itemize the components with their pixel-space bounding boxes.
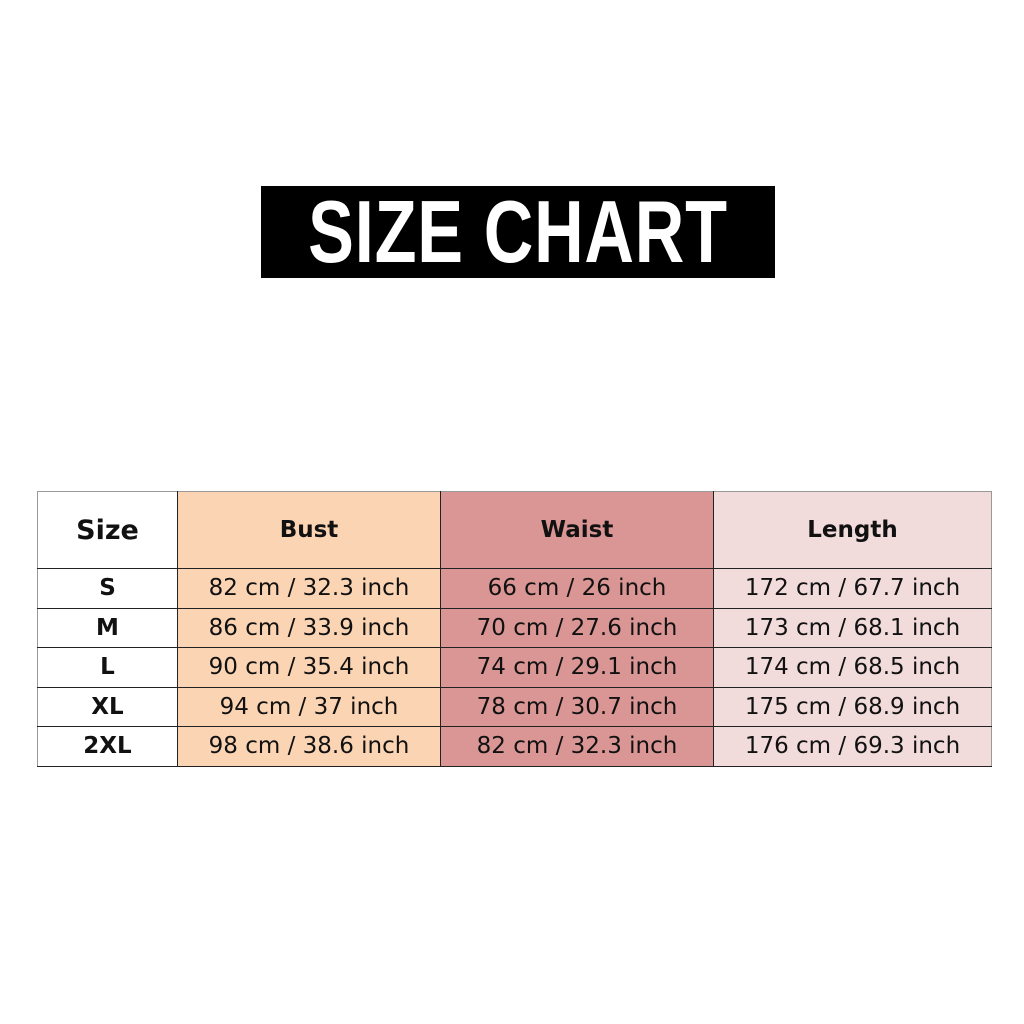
size-table: Size Bust Waist Length S 82 cm / 32.3 inc… bbox=[37, 491, 992, 767]
cell-bust: 98 cm / 38.6 inch bbox=[177, 726, 441, 767]
table-row: XL 94 cm / 37 inch 78 cm / 30.7 inch 175 cm… bbox=[37, 686, 992, 727]
cell-length: 173 cm / 68.1 inch bbox=[713, 607, 992, 648]
cell-bust: 94 cm / 37 inch bbox=[177, 686, 441, 727]
table-row: 2XL 98 cm / 38.6 inch 82 cm / 32.3 inch 176… bbox=[37, 726, 992, 767]
cell-waist: 70 cm / 27.6 inch bbox=[440, 607, 714, 648]
cell-size: M bbox=[37, 607, 178, 648]
cell-waist: 82 cm / 32.3 inch bbox=[440, 726, 714, 767]
cell-waist: 74 cm / 29.1 inch bbox=[440, 647, 714, 688]
cell-length: 172 cm / 67.7 inch bbox=[713, 568, 992, 609]
cell-bust: 82 cm / 32.3 inch bbox=[177, 568, 441, 609]
cell-bust: 86 cm / 33.9 inch bbox=[177, 607, 441, 648]
header-bust: Bust bbox=[177, 491, 441, 569]
cell-length: 176 cm / 69.3 inch bbox=[713, 726, 992, 767]
cell-bust: 90 cm / 35.4 inch bbox=[177, 647, 441, 688]
size-chart-banner: SIZE CHART bbox=[261, 186, 775, 278]
cell-length: 175 cm / 68.9 inch bbox=[713, 686, 992, 727]
cell-size: S bbox=[37, 568, 178, 609]
table-row: M 86 cm / 33.9 inch 70 cm / 27.6 inch 173 c… bbox=[37, 607, 992, 648]
header-waist: Waist bbox=[440, 491, 714, 569]
cell-waist: 66 cm / 26 inch bbox=[440, 568, 714, 609]
table-row: L 90 cm / 35.4 inch 74 cm / 29.1 inch 174 c… bbox=[37, 647, 992, 688]
page-title: SIZE CHART bbox=[308, 186, 728, 278]
cell-size: 2XL bbox=[37, 726, 178, 767]
cell-size: XL bbox=[37, 686, 178, 727]
cell-size: L bbox=[37, 647, 178, 688]
table-row: S 82 cm / 32.3 inch 66 cm / 26 inch 172 cm … bbox=[37, 568, 992, 609]
table-header-row: Size Bust Waist Length bbox=[37, 491, 992, 569]
cell-length: 174 cm / 68.5 inch bbox=[713, 647, 992, 688]
header-size: Size bbox=[37, 491, 178, 569]
header-length: Length bbox=[713, 491, 992, 569]
cell-waist: 78 cm / 30.7 inch bbox=[440, 686, 714, 727]
